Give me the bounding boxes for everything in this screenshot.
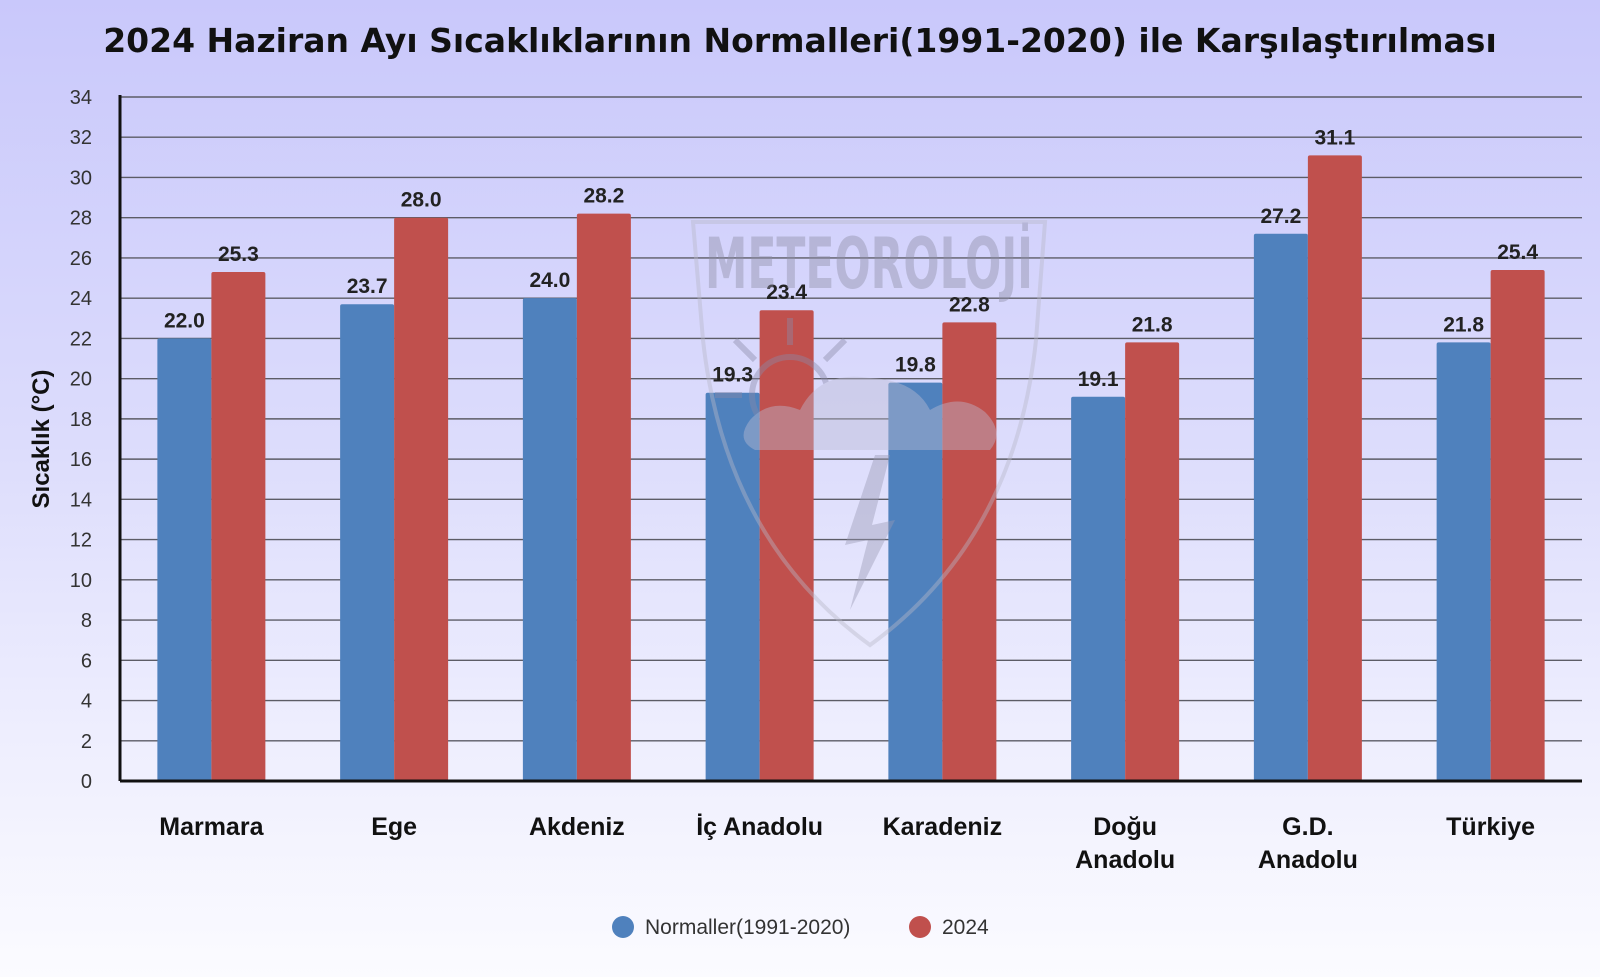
data-label: 21.8 xyxy=(1132,313,1173,336)
bar-2024 xyxy=(942,322,997,781)
x-tick-label: İç Anadolu xyxy=(696,813,823,841)
bar-normals xyxy=(705,392,760,781)
bar-normals xyxy=(340,304,395,781)
data-label: 22.8 xyxy=(949,293,990,316)
watermark-sun xyxy=(715,318,848,436)
legend-marker-normals xyxy=(612,916,634,938)
data-label: 25.3 xyxy=(218,243,259,266)
y-tick-label: 30 xyxy=(70,167,92,189)
bar-2024 xyxy=(576,213,631,781)
watermark-cloud xyxy=(743,376,997,450)
x-tick-label: G.D. Anadolu xyxy=(1258,813,1358,874)
x-tick-label: Türkiye xyxy=(1446,813,1535,841)
data-label: 31.1 xyxy=(1314,126,1355,149)
data-label: 25.4 xyxy=(1497,241,1538,264)
bars: 22.0 25.3 23.7 28.0 24.0 28.2 19.3 23.4 19.8 22.8… xyxy=(157,126,1545,782)
bar-2024 xyxy=(394,217,449,782)
x-tick-label: Ege xyxy=(371,813,417,841)
x-axis-labels: Marmara Ege Akdeniz İç Anadolu Karadeniz Doğu… xyxy=(159,813,1535,874)
x-tick-label: Doğu Anadolu xyxy=(1075,813,1175,874)
y-tick-label: 2 xyxy=(81,731,92,753)
bar-2024 xyxy=(1490,270,1545,781)
y-tick-label: 26 xyxy=(70,248,92,270)
x-tick-label: Akdeniz xyxy=(529,813,625,841)
data-label: 28.2 xyxy=(583,185,624,208)
y-tick-label: 22 xyxy=(70,328,92,350)
y-tick-label: 28 xyxy=(70,208,92,230)
watermark-lightning xyxy=(845,455,895,610)
watermark-text: METEOROLOJİ xyxy=(705,223,1033,305)
y-axis-label: Sıcaklık (°C) xyxy=(28,370,55,509)
y-tick-label: 12 xyxy=(70,530,92,552)
data-label: 21.8 xyxy=(1443,313,1484,336)
data-label: 23.7 xyxy=(347,275,388,298)
bar-normals xyxy=(522,298,577,781)
chart-title: 2024 Haziran Ayı Sıcaklıklarının Normall… xyxy=(103,21,1497,60)
watermark-shield xyxy=(690,220,1048,648)
bar-normals xyxy=(157,338,212,781)
axes xyxy=(118,95,1582,783)
y-tick-label: 20 xyxy=(70,369,92,391)
y-tick-label: 24 xyxy=(70,288,92,310)
legend: Normaller(1991-2020) 2024 xyxy=(612,916,989,939)
y-tick-label: 14 xyxy=(70,489,92,511)
bar-2024 xyxy=(759,310,814,781)
y-tick-label: 34 xyxy=(70,87,92,109)
y-tick-label: 32 xyxy=(70,127,92,149)
legend-label-2024: 2024 xyxy=(942,916,989,939)
y-tick-label: 8 xyxy=(81,610,92,632)
bar-normals xyxy=(888,382,943,781)
data-label: 28.0 xyxy=(401,189,442,212)
legend-label-normals: Normaller(1991-2020) xyxy=(645,916,850,939)
x-tick-label: Marmara xyxy=(159,813,264,841)
legend-marker-2024 xyxy=(909,916,931,938)
data-label: 19.8 xyxy=(895,354,936,377)
y-tick-label: 4 xyxy=(81,691,92,713)
y-tick-label: 6 xyxy=(81,650,92,672)
bar-normals xyxy=(1436,342,1491,781)
y-tick-label: 18 xyxy=(70,409,92,431)
watermark-logo: METEOROLOJİ xyxy=(690,220,1048,648)
data-label: 27.2 xyxy=(1260,205,1301,228)
bar-normals xyxy=(1253,233,1308,782)
data-label: 19.1 xyxy=(1078,368,1119,391)
data-label: 24.0 xyxy=(529,269,570,292)
data-label: 22.0 xyxy=(164,309,205,332)
bar-2024 xyxy=(211,272,266,781)
y-tick-label: 0 xyxy=(81,771,92,793)
bar-normals xyxy=(1071,396,1126,781)
data-label: 19.3 xyxy=(712,364,753,387)
bar-2024 xyxy=(1125,342,1180,781)
y-tick-label: 10 xyxy=(70,570,92,592)
y-tick-label: 16 xyxy=(70,449,92,471)
data-label: 23.4 xyxy=(766,281,807,304)
x-tick-label: Karadeniz xyxy=(883,813,1002,841)
bar-2024 xyxy=(1307,155,1362,781)
